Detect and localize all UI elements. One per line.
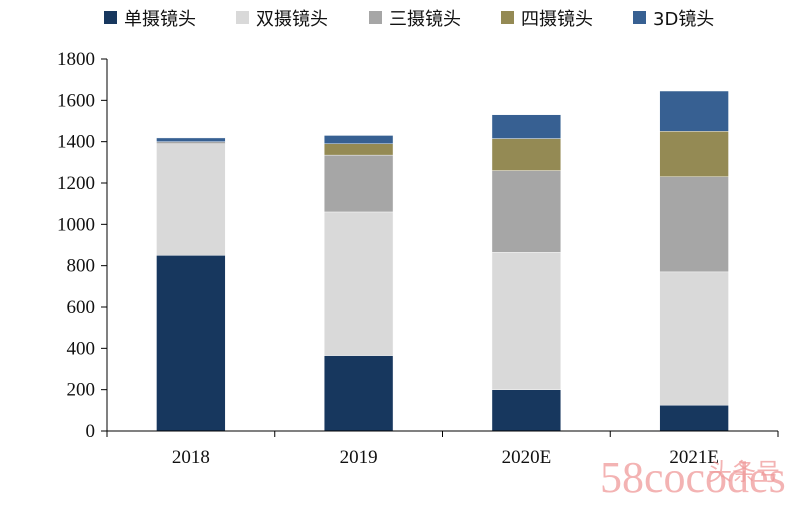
bar-segment-2-2020E — [491, 170, 561, 253]
y-tick-label: 0 — [86, 421, 96, 442]
legend-label-4: 3D镜头 — [653, 9, 714, 30]
bar-segment-1-2018 — [156, 143, 226, 256]
y-tick-label: 1600 — [57, 90, 95, 111]
bar-segment-4-2021E — [659, 90, 729, 132]
y-tick-label: 800 — [67, 256, 96, 277]
legend-swatch-0 — [104, 11, 117, 24]
y-tick-label: 1000 — [57, 214, 95, 235]
legend-swatch-4 — [633, 11, 646, 24]
watermark-text: 58cocodes — [600, 453, 786, 502]
bar-segment-3-2020E — [491, 138, 561, 171]
legend-label-0: 单摄镜头 — [124, 9, 196, 30]
bar-segment-1-2021E — [659, 271, 729, 406]
x-tick-label: 2020E — [502, 447, 552, 468]
bar-segment-2-2018 — [156, 141, 226, 144]
bar-segment-4-2019 — [324, 135, 394, 144]
bars — [156, 90, 729, 432]
y-axis: 0 200 400 600 800 1000 1200 1400 1600 1800 — [57, 49, 108, 442]
y-tick-label: 1400 — [57, 132, 95, 153]
bar-segment-0-2019 — [324, 355, 394, 432]
x-axis: 2018 2019 2020E 2021E — [106, 430, 779, 468]
legend-swatch-3 — [501, 11, 514, 24]
x-tick-label: 2021E — [669, 447, 719, 468]
y-tick-label: 600 — [67, 297, 96, 318]
y-tick-label: 400 — [67, 338, 96, 359]
bar-segment-3-2021E — [659, 131, 729, 177]
bar-segment-1-2020E — [491, 252, 561, 390]
bar-segment-0-2020E — [491, 389, 561, 432]
bar-segment-2-2021E — [659, 176, 729, 273]
legend-swatch-2 — [369, 11, 382, 24]
x-tick-label: 2019 — [340, 447, 378, 468]
y-tick-label: 200 — [67, 380, 96, 401]
bar-segment-0-2021E — [659, 404, 729, 432]
legend: 单摄镜头 双摄镜头 三摄镜头 四摄镜头 3D镜头 — [104, 9, 714, 30]
legend-label-2: 三摄镜头 — [389, 9, 461, 30]
legend-label-3: 四摄镜头 — [521, 9, 593, 30]
watermark-overlay-text: 头条号 — [708, 458, 780, 486]
bar-segment-1-2019 — [324, 211, 394, 356]
bar-segment-4-2020E — [491, 114, 561, 139]
bar-segment-4-2018 — [156, 137, 226, 142]
watermark: 58cocodes 头条号 — [600, 453, 786, 502]
legend-swatch-1 — [236, 11, 249, 24]
bar-segment-3-2019 — [324, 143, 394, 156]
bar-segment-2-2019 — [324, 154, 394, 213]
legend-label-1: 双摄镜头 — [256, 9, 328, 30]
y-tick-label: 1800 — [57, 49, 95, 70]
x-tick-label: 2018 — [172, 447, 210, 468]
y-tick-label: 1200 — [57, 173, 95, 194]
bar-segment-0-2018 — [156, 255, 226, 432]
